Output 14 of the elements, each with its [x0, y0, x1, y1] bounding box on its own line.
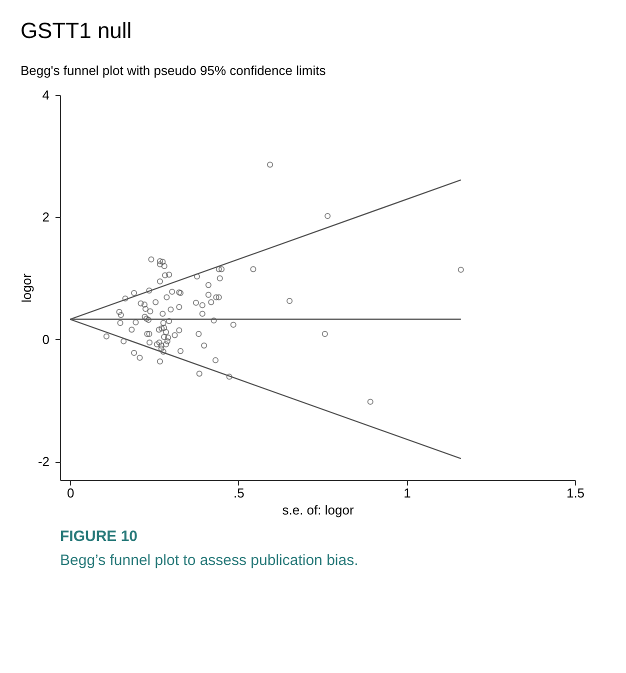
y-tick-label: 0 — [42, 332, 50, 347]
y-tick-label: 4 — [42, 88, 50, 102]
x-tick-label: 1.5 — [566, 486, 585, 500]
y-tick-label: -2 — [38, 454, 50, 470]
x-tick-label: 0 — [66, 486, 74, 500]
chart-title: GSTT1 null — [20, 18, 132, 43]
x-tick-label: .5 — [233, 486, 244, 500]
x-tick-label: 1 — [404, 486, 411, 500]
caption: FIGURE 10 — [60, 528, 138, 545]
x-axis-title: s.e. of: logor — [282, 502, 354, 518]
chart-subtitle: Begg's funnel plot with pseudo 95% confidence limits — [20, 63, 326, 78]
y-axis-title: logor — [18, 272, 34, 302]
y-tick-label: 2 — [42, 210, 50, 225]
text: Begg’s funnel plot to assess publication bias. — [60, 552, 358, 569]
